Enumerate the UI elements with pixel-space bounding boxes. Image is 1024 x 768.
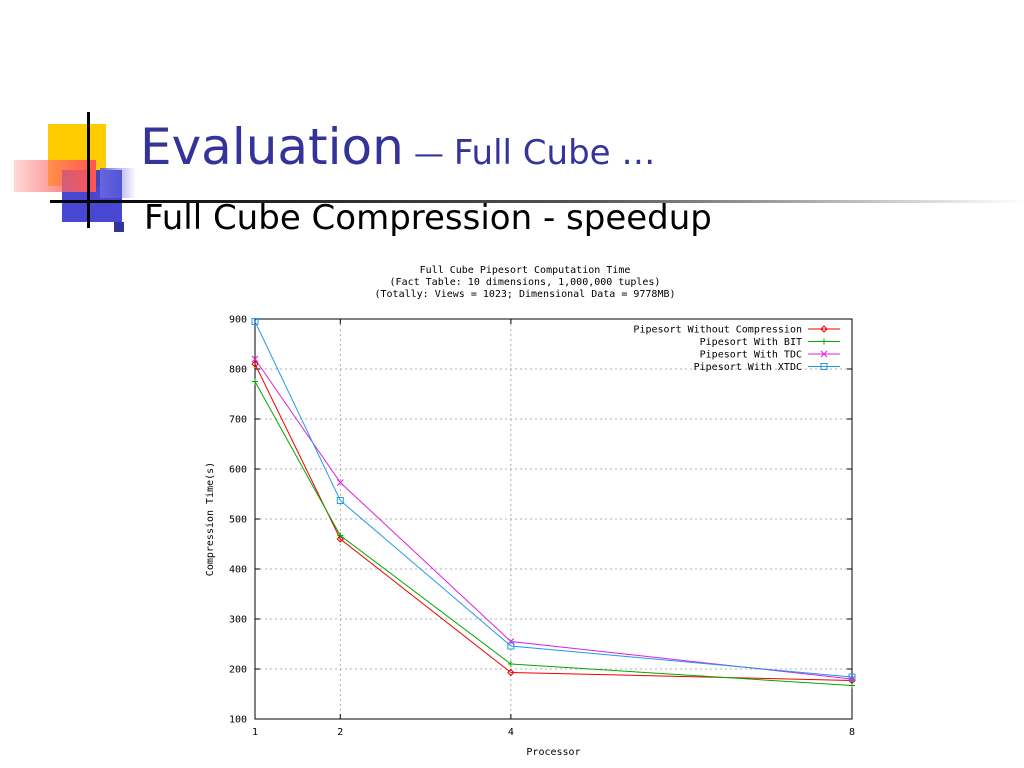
title-subtitle: Full Cube … — [453, 133, 656, 173]
y-tick-label: 200 — [229, 665, 247, 676]
y-tick-label: 400 — [229, 565, 247, 576]
y-tick-label: 700 — [229, 415, 247, 426]
title-main: Evaluation — [140, 118, 404, 176]
data-point — [251, 360, 259, 368]
chart-title-line: (Totally: Views = 1023; Dimensional Data… — [374, 289, 675, 300]
legend-label: Pipesort With BIT — [700, 337, 802, 348]
y-tick-label: 300 — [229, 615, 247, 626]
data-point — [820, 350, 828, 358]
legend-label: Pipesort With TDC — [700, 350, 802, 361]
y-tick-label: 500 — [229, 515, 247, 526]
data-point — [251, 318, 259, 325]
data-point — [820, 363, 828, 370]
y-tick-label: 600 — [229, 465, 247, 476]
chart-title-line: (Fact Table: 10 dimensions, 1,000,000 tu… — [390, 277, 661, 288]
data-point — [507, 668, 515, 677]
legend-label: Pipesort With XTDC — [694, 362, 802, 373]
series-line — [254, 381, 853, 686]
series-line — [254, 358, 853, 680]
bullet-square-icon — [114, 222, 124, 232]
data-point — [251, 355, 259, 363]
y-axis-label: Compression Time(s) — [205, 462, 216, 576]
data-point — [336, 535, 344, 543]
x-axis-label: Processor — [526, 747, 580, 758]
x-tick-label: 8 — [849, 727, 855, 738]
data-point — [849, 682, 855, 689]
plot-frame — [254, 318, 853, 720]
title-underline — [50, 200, 1024, 203]
deco-blue-fade — [100, 168, 136, 198]
deco-vertical-line — [87, 112, 90, 228]
y-tick-label: 900 — [229, 315, 247, 326]
y-tick-label: 800 — [229, 365, 247, 376]
x-tick-label: 4 — [508, 727, 514, 738]
data-point — [507, 642, 515, 650]
page-title: Evaluation — Full Cube … — [140, 118, 655, 176]
data-point — [252, 378, 258, 385]
data-point — [336, 479, 344, 486]
deco-red-bar — [14, 160, 96, 192]
series-line — [254, 321, 853, 678]
legend-label: Pipesort Without Compression — [633, 325, 802, 336]
data-point — [337, 532, 344, 539]
y-tick-label: 100 — [229, 715, 247, 726]
title-separator: — — [413, 137, 444, 172]
x-tick-label: 2 — [337, 727, 343, 738]
data-point — [820, 325, 828, 333]
series-line — [254, 363, 853, 681]
data-point — [507, 661, 514, 667]
data-point — [848, 673, 856, 681]
line-chart: Full Cube Pipesort Computation Time(Fact… — [205, 265, 856, 758]
chart-title-line: Full Cube Pipesort Computation Time — [420, 265, 631, 276]
x-tick-label: 1 — [252, 727, 258, 738]
data-point — [336, 497, 344, 504]
data-point — [821, 338, 827, 345]
bullet-text: Full Cube Compression - speedup — [144, 198, 712, 238]
